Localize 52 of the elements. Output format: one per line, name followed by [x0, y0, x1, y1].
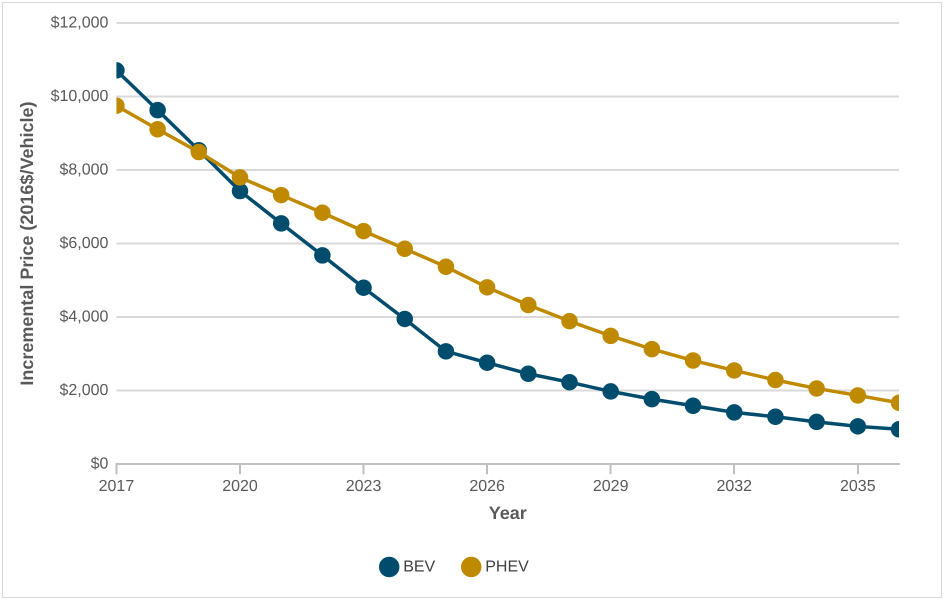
x-tick-label: 2026: [469, 478, 506, 496]
y-tick-label: $12,000: [50, 14, 109, 32]
x-tick-label: 2017: [98, 478, 134, 496]
point: [726, 404, 742, 421]
point: [478, 354, 496, 371]
point: [808, 414, 825, 430]
point: [767, 372, 784, 388]
point: [561, 374, 578, 390]
point: [272, 215, 290, 232]
point: [644, 390, 660, 408]
point: [684, 352, 702, 369]
legend-label: PHEV: [485, 558, 530, 576]
point: [355, 279, 372, 296]
y-tick-label: $6,000: [60, 235, 109, 252]
point: [396, 240, 413, 257]
point: [478, 279, 496, 296]
point: [520, 366, 537, 382]
y-tick-label: $4,000: [60, 308, 109, 326]
point: [561, 312, 578, 330]
point: [149, 121, 166, 138]
x-axis-title: Year: [488, 503, 527, 524]
legend-label: BEV: [403, 558, 436, 576]
x-tick-label: 2023: [346, 478, 382, 496]
y-tick-label: $10,000: [50, 88, 109, 105]
point: [767, 408, 784, 426]
point: [314, 204, 331, 221]
x-tick-label: 2020: [222, 478, 258, 496]
y-axis-title: Incremental Price (2016$/Vehicle): [16, 102, 37, 386]
point: [355, 222, 372, 240]
point: [149, 102, 166, 118]
point: [644, 340, 660, 358]
point: [684, 397, 702, 414]
point: [232, 182, 248, 200]
y-tick-label: $2,000: [60, 382, 109, 400]
point: [850, 418, 866, 435]
point: [850, 387, 866, 404]
point: [438, 343, 454, 360]
y-tick-label: $0: [90, 456, 109, 473]
x-tick-label: 2029: [592, 478, 629, 496]
point: [396, 310, 413, 328]
point: [272, 186, 290, 204]
point: [726, 362, 742, 379]
point: [314, 247, 331, 264]
point: [602, 328, 619, 344]
point: [602, 383, 619, 400]
point: [232, 169, 248, 186]
point: [520, 296, 537, 314]
point: [808, 380, 825, 397]
y-tick-label: $8,000: [60, 161, 109, 178]
point: [438, 258, 454, 276]
x-tick-label: 2035: [840, 478, 876, 496]
x-tick-label: 2032: [716, 478, 752, 496]
